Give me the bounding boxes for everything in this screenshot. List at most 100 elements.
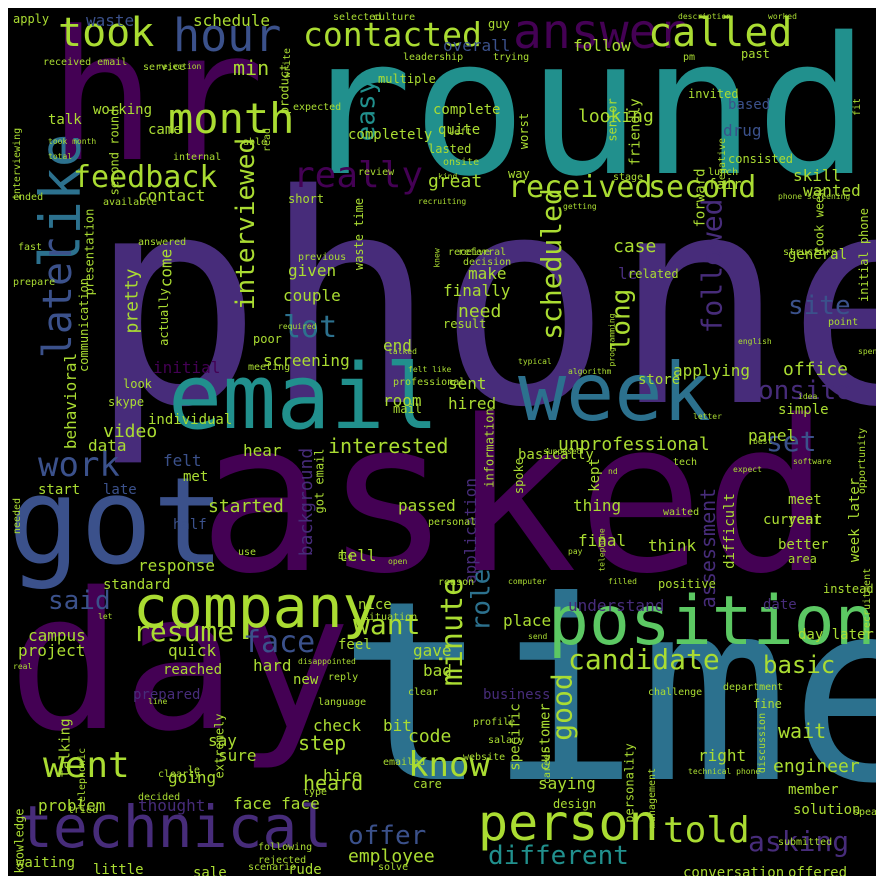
cloud-word: later	[35, 237, 82, 359]
cloud-word: emailed	[383, 757, 426, 768]
cloud-word: campus	[28, 626, 86, 645]
cloud-word: filled	[608, 577, 637, 586]
cloud-word: lunch	[708, 167, 739, 178]
cloud-word: finally	[443, 281, 511, 300]
cloud-word: language	[318, 697, 367, 708]
cloud-word: tech	[673, 457, 698, 468]
cloud-word: care	[413, 777, 442, 791]
cloud-word: code	[408, 726, 452, 747]
cloud-word: application	[460, 478, 480, 584]
cloud-word: career	[542, 747, 554, 785]
cloud-word: fast	[18, 242, 43, 253]
cloud-word: company	[133, 573, 378, 641]
cloud-word: drug	[723, 121, 762, 140]
cloud-word: hour	[173, 9, 282, 62]
cloud-word: fair	[708, 177, 742, 193]
cloud-word: le	[188, 765, 201, 776]
cloud-word: heard	[303, 771, 364, 795]
cloud-word: month	[168, 94, 295, 143]
cloud-word: skill	[793, 166, 842, 185]
cloud-word: best	[753, 437, 773, 446]
cloud-word: problem	[38, 796, 106, 815]
cloud-word: big	[338, 552, 353, 561]
cloud-word: follow	[573, 36, 631, 55]
cloud-word: computer	[508, 577, 547, 586]
cloud-word: idea	[798, 392, 818, 401]
cloud-word: multiple	[378, 72, 436, 86]
cloud-word: area	[788, 552, 817, 566]
cloud-word: week	[518, 346, 711, 439]
cloud-word: know	[408, 745, 490, 785]
cloud-word: trying	[493, 52, 530, 63]
cloud-word: bit	[383, 716, 412, 735]
cloud-word: friendly	[627, 97, 644, 166]
cloud-word: type	[303, 787, 328, 798]
cloud-word: speak	[853, 807, 876, 818]
cloud-word: fine	[753, 697, 782, 711]
cloud-word: scheduled	[534, 188, 568, 340]
cloud-word: salary	[488, 735, 525, 746]
cloud-word: couple	[283, 286, 341, 305]
cloud-word: technical phone	[688, 767, 761, 776]
cloud-word: received	[508, 170, 653, 205]
cloud-word: quick	[168, 641, 217, 660]
cloud-word: onsite	[443, 157, 480, 168]
cloud-word: leadership	[403, 52, 464, 63]
cloud-word: half	[173, 517, 207, 533]
cloud-word: knew	[432, 247, 442, 268]
cloud-word: spent	[858, 347, 876, 356]
cloud-word: passed	[398, 496, 456, 515]
cloud-word: difficult	[721, 493, 738, 569]
cloud-word: project	[18, 641, 86, 660]
cloud-word: got email	[312, 447, 327, 514]
cloud-word: felt	[163, 451, 202, 470]
cloud-word: check	[313, 716, 362, 735]
cloud-word: onsite	[758, 376, 852, 406]
cloud-word: pretty	[121, 267, 143, 334]
cloud-word: individual	[148, 412, 233, 428]
cloud-word: place	[503, 611, 552, 630]
cloud-word: hard	[253, 656, 292, 675]
cloud-word: recruitment	[862, 567, 874, 635]
cloud-word: second round	[106, 108, 121, 195]
cloud-word: thing	[573, 496, 622, 515]
cloud-word: offer	[348, 821, 427, 851]
cloud-word: tell	[338, 546, 377, 565]
cloud-word: second	[648, 170, 757, 205]
cloud-word: waste time	[352, 197, 367, 271]
cloud-word: wait	[778, 719, 827, 743]
cloud-word: person	[478, 794, 659, 852]
cloud-word: thought	[138, 796, 206, 815]
cloud-word: worst	[517, 112, 532, 150]
cloud-word: hr	[48, 8, 265, 202]
cloud-word: forward	[692, 167, 709, 228]
cloud-word: interviewed	[231, 137, 262, 311]
cloud-word: contacted	[303, 15, 482, 54]
cloud-word: employee	[348, 846, 435, 867]
cloud-word: sale	[193, 865, 227, 876]
cloud-word: internal	[173, 152, 222, 163]
cloud-word: end	[383, 336, 412, 355]
cloud-word: needed	[12, 497, 24, 535]
cloud-word: video	[103, 421, 158, 442]
cloud-word: new	[293, 672, 319, 688]
cloud-word: real	[13, 662, 33, 671]
cloud-word: step	[298, 731, 347, 755]
cloud-word: room	[383, 391, 422, 410]
cloud-word: phone	[88, 134, 876, 471]
cloud-word: store	[638, 372, 681, 388]
cloud-word: way	[508, 167, 530, 181]
cloud-word: letter	[693, 412, 722, 421]
cloud-word: completely	[348, 127, 433, 143]
cloud-word: time	[338, 547, 876, 838]
cloud-word: mail	[393, 402, 422, 416]
cloud-word: schedule	[193, 11, 271, 30]
cloud-word: feedback	[73, 160, 218, 195]
cloud-word: quite	[438, 122, 481, 138]
cloud-word: waiting	[16, 855, 76, 871]
cloud-word: screening	[263, 351, 350, 370]
cloud-word: bad	[423, 661, 452, 680]
cloud-word: response	[138, 556, 216, 575]
cloud-word: great	[428, 171, 483, 192]
cloud-word: took month	[48, 137, 97, 146]
